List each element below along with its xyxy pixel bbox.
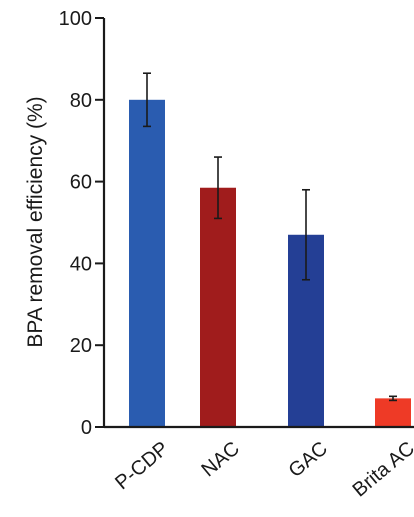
y-tick-label: 80 — [70, 90, 92, 112]
x-axis-labels: P-CDP NAC GAC Brita AC — [111, 437, 414, 501]
x-tick-label: Brita AC — [349, 437, 414, 501]
y-tick-label: 60 — [70, 172, 92, 194]
bar — [375, 398, 411, 427]
bar — [200, 187, 236, 427]
bar — [129, 99, 165, 428]
x-tick-label: P-CDP — [111, 437, 173, 494]
y-tick-label: 40 — [70, 253, 92, 275]
x-tick-label: NAC — [197, 437, 243, 481]
y-tick-label: 0 — [81, 417, 92, 439]
y-tick-label: 20 — [70, 335, 92, 357]
error-bars — [143, 72, 397, 402]
x-tick-label: GAC — [285, 437, 332, 482]
y-axis-label: BPA removal efficiency (%) — [24, 96, 47, 347]
y-axis-ticks: 0 20 40 60 80 100 — [59, 8, 104, 439]
y-tick-label: 100 — [59, 8, 92, 30]
bars — [129, 99, 411, 428]
